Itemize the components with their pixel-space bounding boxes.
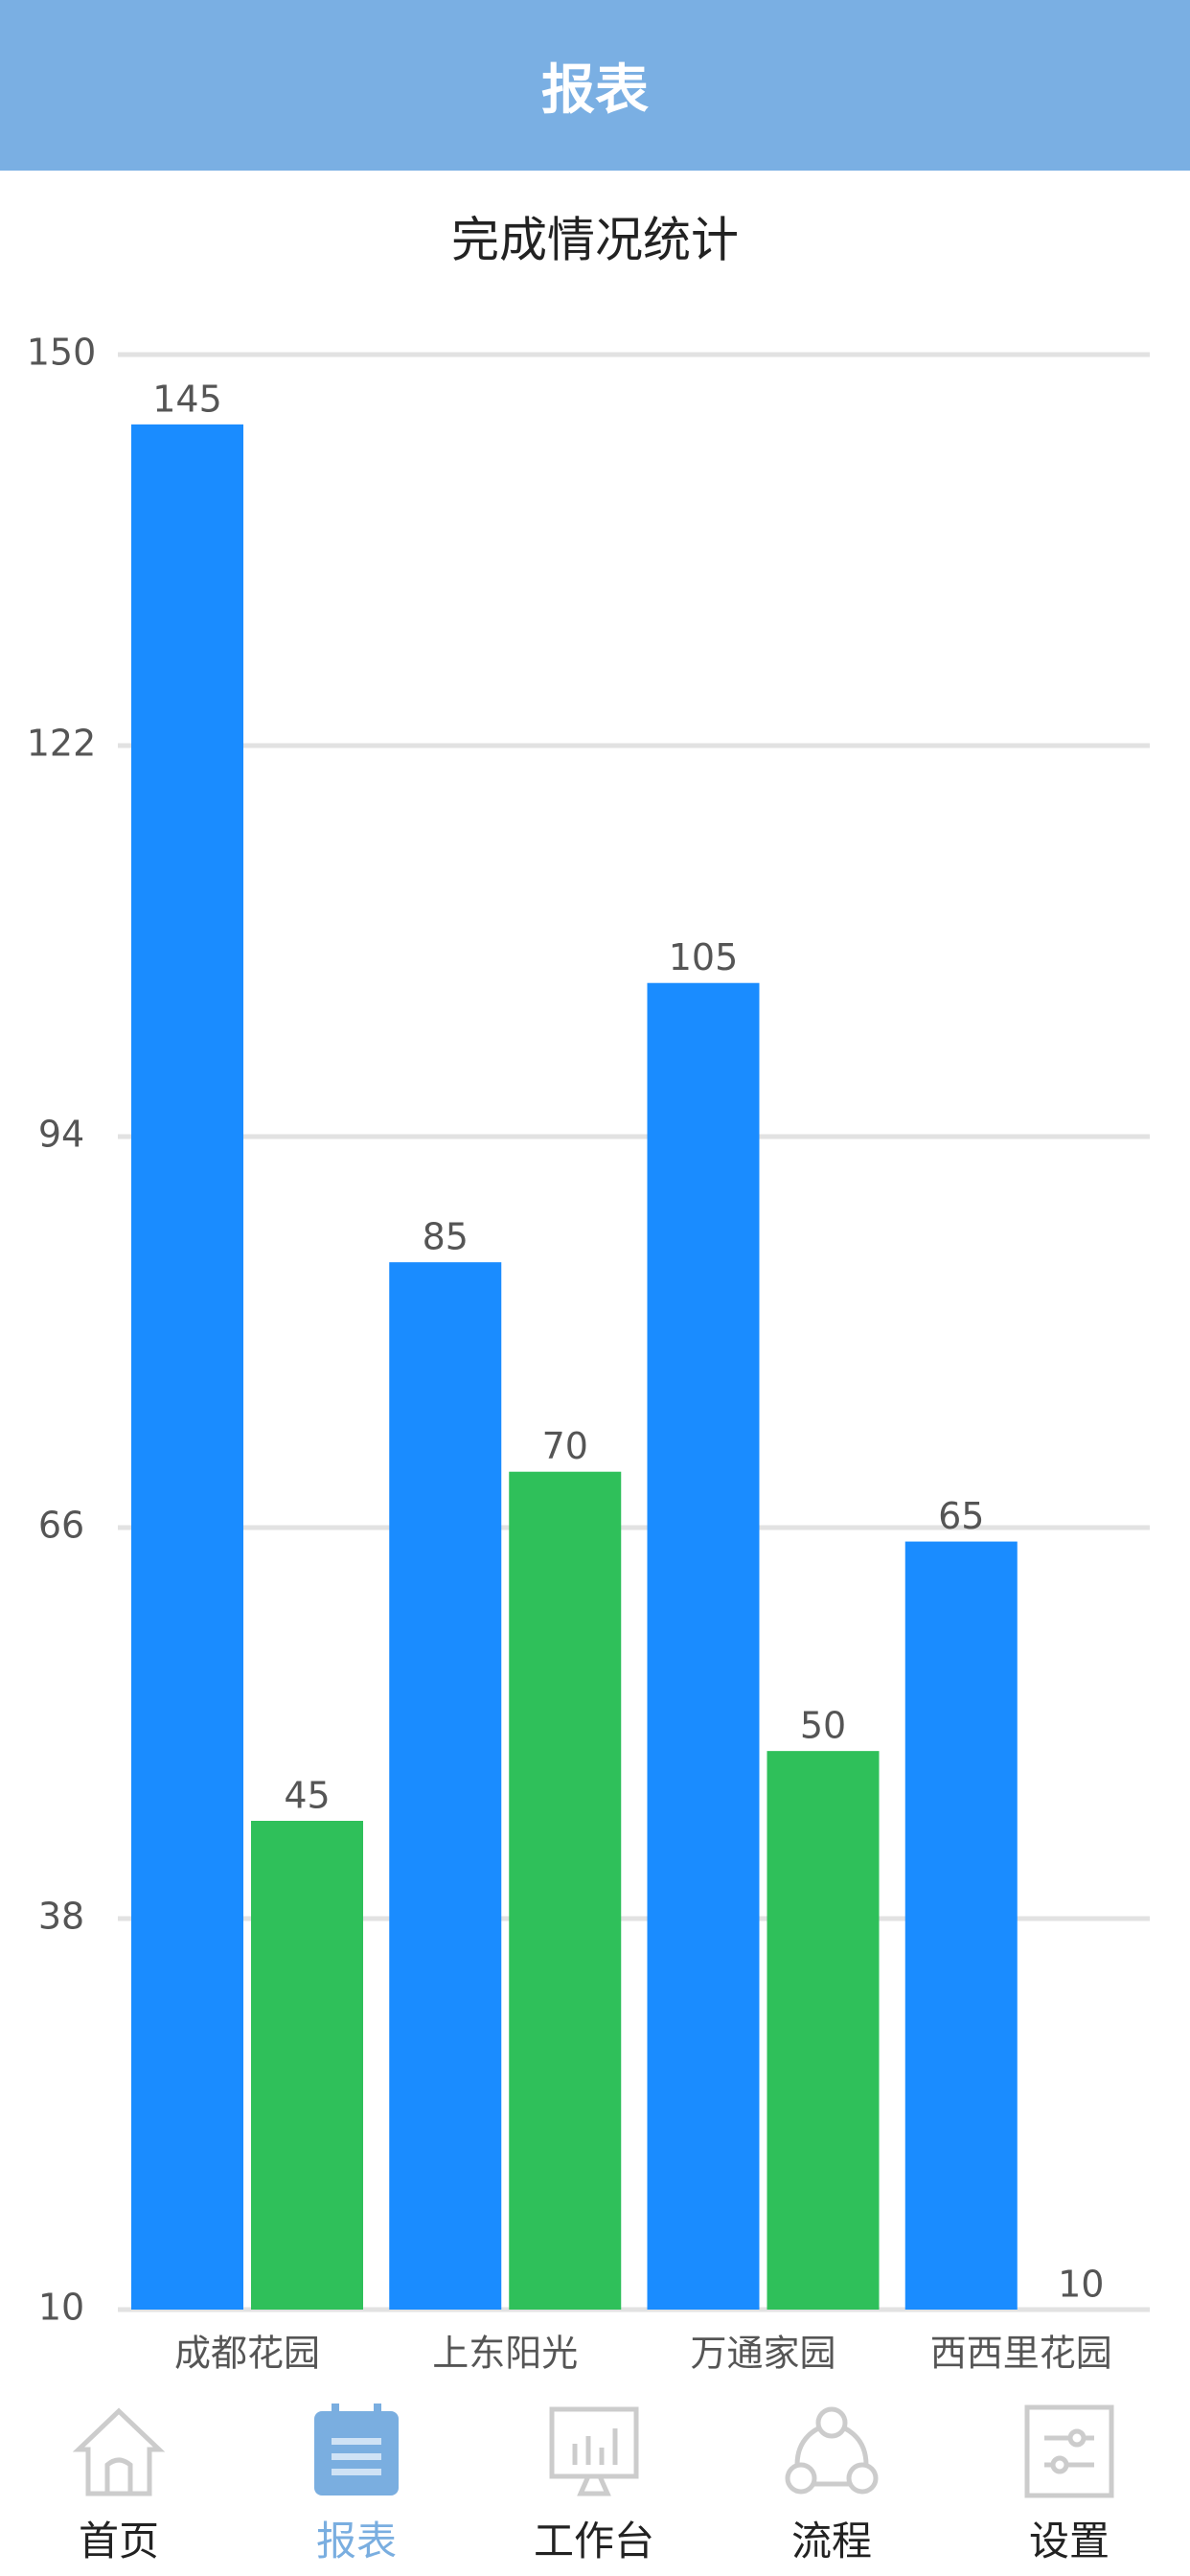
y-tick-label: 38 [38,1896,84,1938]
chart-title: 完成情况统计 [451,213,739,268]
tab-label: 设置 [1028,2518,1110,2564]
bar [131,424,243,2310]
bar [251,1821,363,2310]
tab[interactable]: 流程 [713,2396,950,2576]
x-tick-label: 西西里花园 [930,2333,1112,2375]
value-label: 10 [1058,2264,1104,2306]
y-tick-label: 94 [38,1114,84,1156]
tab[interactable]: 设置 [950,2396,1188,2576]
tab[interactable]: 首页 [0,2396,238,2576]
tab-label: 首页 [78,2518,159,2564]
value-label: 45 [284,1775,330,1817]
x-tick-label: 上东阳光 [432,2333,578,2375]
flow-icon [785,2406,879,2495]
tab-label: 报表 [315,2518,397,2564]
y-tick-label: 122 [27,723,97,765]
bar [389,1262,502,2310]
bar [767,1751,880,2310]
report-icon [314,2404,399,2496]
bar [904,1541,1018,2310]
y-tick-label: 150 [27,332,97,374]
tab[interactable]: 报表 [238,2396,475,2576]
value-label: 70 [542,1425,588,1467]
value-label: 65 [938,1495,984,1537]
value-label: 50 [800,1705,846,1747]
tab-label: 工作台 [533,2518,654,2564]
tab-label: 流程 [790,2518,872,2564]
tab[interactable]: 工作台 [475,2396,713,2576]
home-icon [72,2407,166,2496]
bar [647,982,760,2310]
settings-icon [1024,2404,1114,2498]
y-tick-label: 66 [38,1505,84,1547]
workbench-icon [549,2406,639,2496]
header-title: 报表 [0,0,1190,171]
value-label: 105 [669,936,739,978]
chart: 完成情况统计 10 38 66 94 122 150 成都花园 145 45 上东阳光 85 70 万通… [27,213,1150,2375]
value-label: 85 [423,1216,469,1258]
value-label: 145 [152,378,222,420]
x-tick-label: 成都花园 [174,2333,320,2375]
y-tick-label: 10 [38,2287,84,2329]
bar [509,1471,622,2310]
x-tick-label: 万通家园 [690,2333,835,2375]
